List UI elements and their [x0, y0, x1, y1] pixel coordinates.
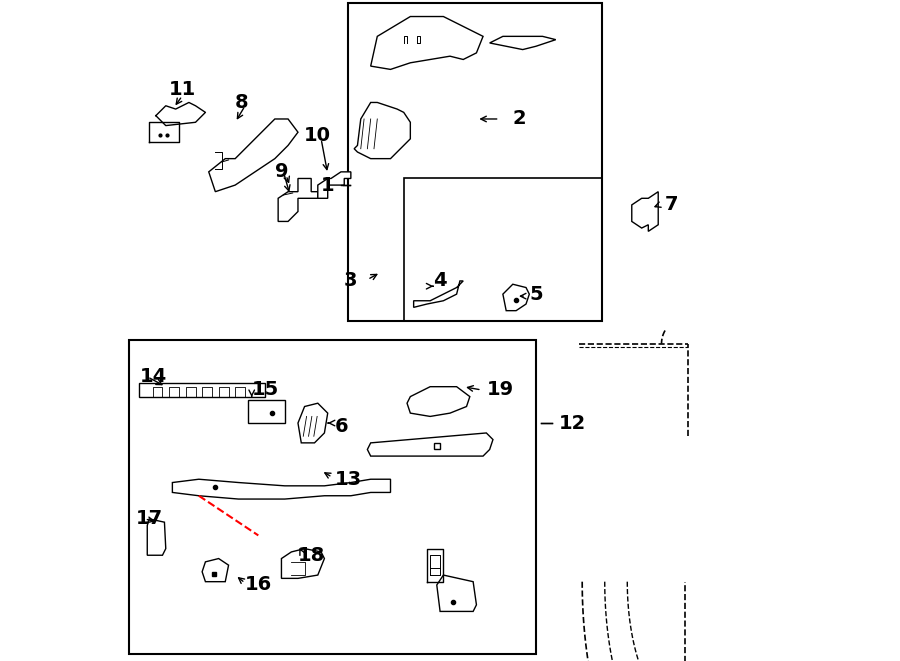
Text: 17: 17: [136, 510, 163, 528]
Polygon shape: [278, 178, 318, 221]
Text: 16: 16: [245, 576, 273, 594]
Polygon shape: [414, 281, 464, 307]
Bar: [130, 340, 536, 654]
Text: 9: 9: [274, 163, 288, 181]
Polygon shape: [282, 549, 324, 578]
Polygon shape: [436, 575, 476, 611]
Text: 2: 2: [513, 110, 526, 128]
Bar: [347, 3, 602, 321]
Polygon shape: [632, 192, 658, 231]
Text: 12: 12: [559, 414, 586, 432]
Text: 6: 6: [334, 417, 348, 436]
Bar: [404, 178, 602, 321]
Polygon shape: [148, 519, 166, 555]
Text: 19: 19: [486, 381, 514, 399]
Text: 13: 13: [334, 470, 362, 488]
Polygon shape: [503, 284, 529, 311]
Polygon shape: [407, 387, 470, 416]
Text: 4: 4: [434, 272, 447, 290]
Text: 10: 10: [304, 126, 331, 145]
Polygon shape: [371, 17, 483, 69]
Polygon shape: [318, 172, 351, 198]
Text: 5: 5: [529, 285, 543, 303]
Text: 11: 11: [168, 80, 196, 98]
Polygon shape: [367, 433, 493, 456]
Text: 18: 18: [298, 546, 325, 564]
Text: 15: 15: [252, 381, 279, 399]
Polygon shape: [173, 479, 391, 499]
Text: 14: 14: [140, 368, 166, 386]
Text: 8: 8: [235, 93, 248, 112]
Polygon shape: [298, 403, 328, 443]
Polygon shape: [490, 36, 556, 50]
Polygon shape: [209, 119, 298, 192]
Polygon shape: [202, 559, 229, 582]
Text: 7: 7: [665, 196, 679, 214]
Text: 3: 3: [344, 272, 357, 290]
Text: 1: 1: [320, 176, 334, 194]
Polygon shape: [248, 400, 284, 423]
Polygon shape: [355, 102, 410, 159]
Polygon shape: [140, 383, 265, 397]
